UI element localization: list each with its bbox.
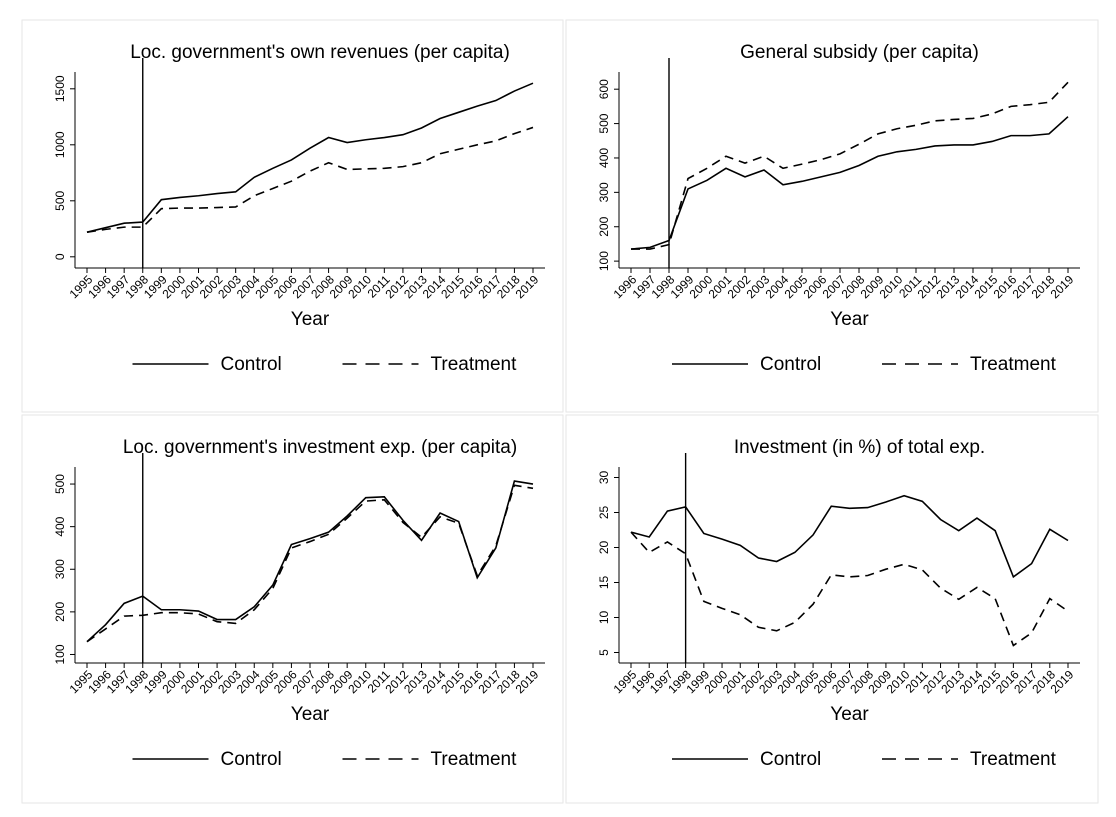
series-line [630,116,1069,250]
legend-label: Treatment [970,354,1057,375]
y-tick-label: 400 [53,516,67,536]
y-tick-label: 1500 [53,75,67,102]
x-axis-label: Year [830,704,869,725]
x-axis-label: Year [291,309,330,330]
panel-frame [565,414,1099,804]
series-line [86,480,534,643]
legend-label: Control [221,749,282,770]
y-tick-label: 100 [53,644,67,664]
chart-title: Loc. government's own revenues (per capi… [130,42,510,63]
y-tick-label: 30 [597,471,611,485]
y-tick-label: 25 [597,506,611,520]
x-axis-label: Year [291,704,330,725]
y-tick-label: 500 [597,113,611,133]
y-tick-label: 300 [597,182,611,202]
series-line [86,484,534,643]
series-line [630,531,1069,647]
y-tick-label: 200 [597,216,611,236]
series-line [86,82,534,233]
legend-label: Treatment [431,354,518,375]
y-tick-label: 300 [53,559,67,579]
y-tick-label: 0 [53,253,67,260]
y-tick-label: 500 [53,190,67,210]
y-tick-label: 100 [597,251,611,271]
chart: Loc. government's investment exp. (per c… [53,437,545,770]
y-tick-label: 600 [597,79,611,99]
y-tick-label: 5 [597,649,611,656]
series-line [631,81,1069,250]
chart-title: Investment (in %) of total exp. [734,437,985,458]
series-line [86,126,534,233]
legend-label: Treatment [431,749,518,770]
legend-label: Treatment [970,749,1057,770]
chart: Loc. government's own revenues (per capi… [53,42,545,375]
y-tick-label: 15 [597,576,611,590]
legend-label: Control [760,354,821,375]
panel-frame [21,19,564,413]
panel-frame [565,19,1099,413]
chart: General subsidy (per capita) 100 200 300 400… [597,42,1080,375]
legend-label: Control [760,749,821,770]
chart: Investment (in %) of total exp. 5 10 15 20 25… [597,437,1080,770]
y-tick-label: 20 [597,541,611,555]
legend-label: Control [221,354,282,375]
chart-title: General subsidy (per capita) [740,42,979,63]
y-tick-label: 1000 [53,131,67,158]
chart-title: Loc. government's investment exp. (per c… [123,437,517,458]
y-tick-label: 200 [53,602,67,622]
y-tick-label: 500 [53,474,67,494]
panel-frame [21,414,564,804]
x-axis-label: Year [830,309,869,330]
series-line [630,494,1069,579]
y-tick-label: 400 [597,148,611,168]
y-tick-label: 10 [597,611,611,625]
